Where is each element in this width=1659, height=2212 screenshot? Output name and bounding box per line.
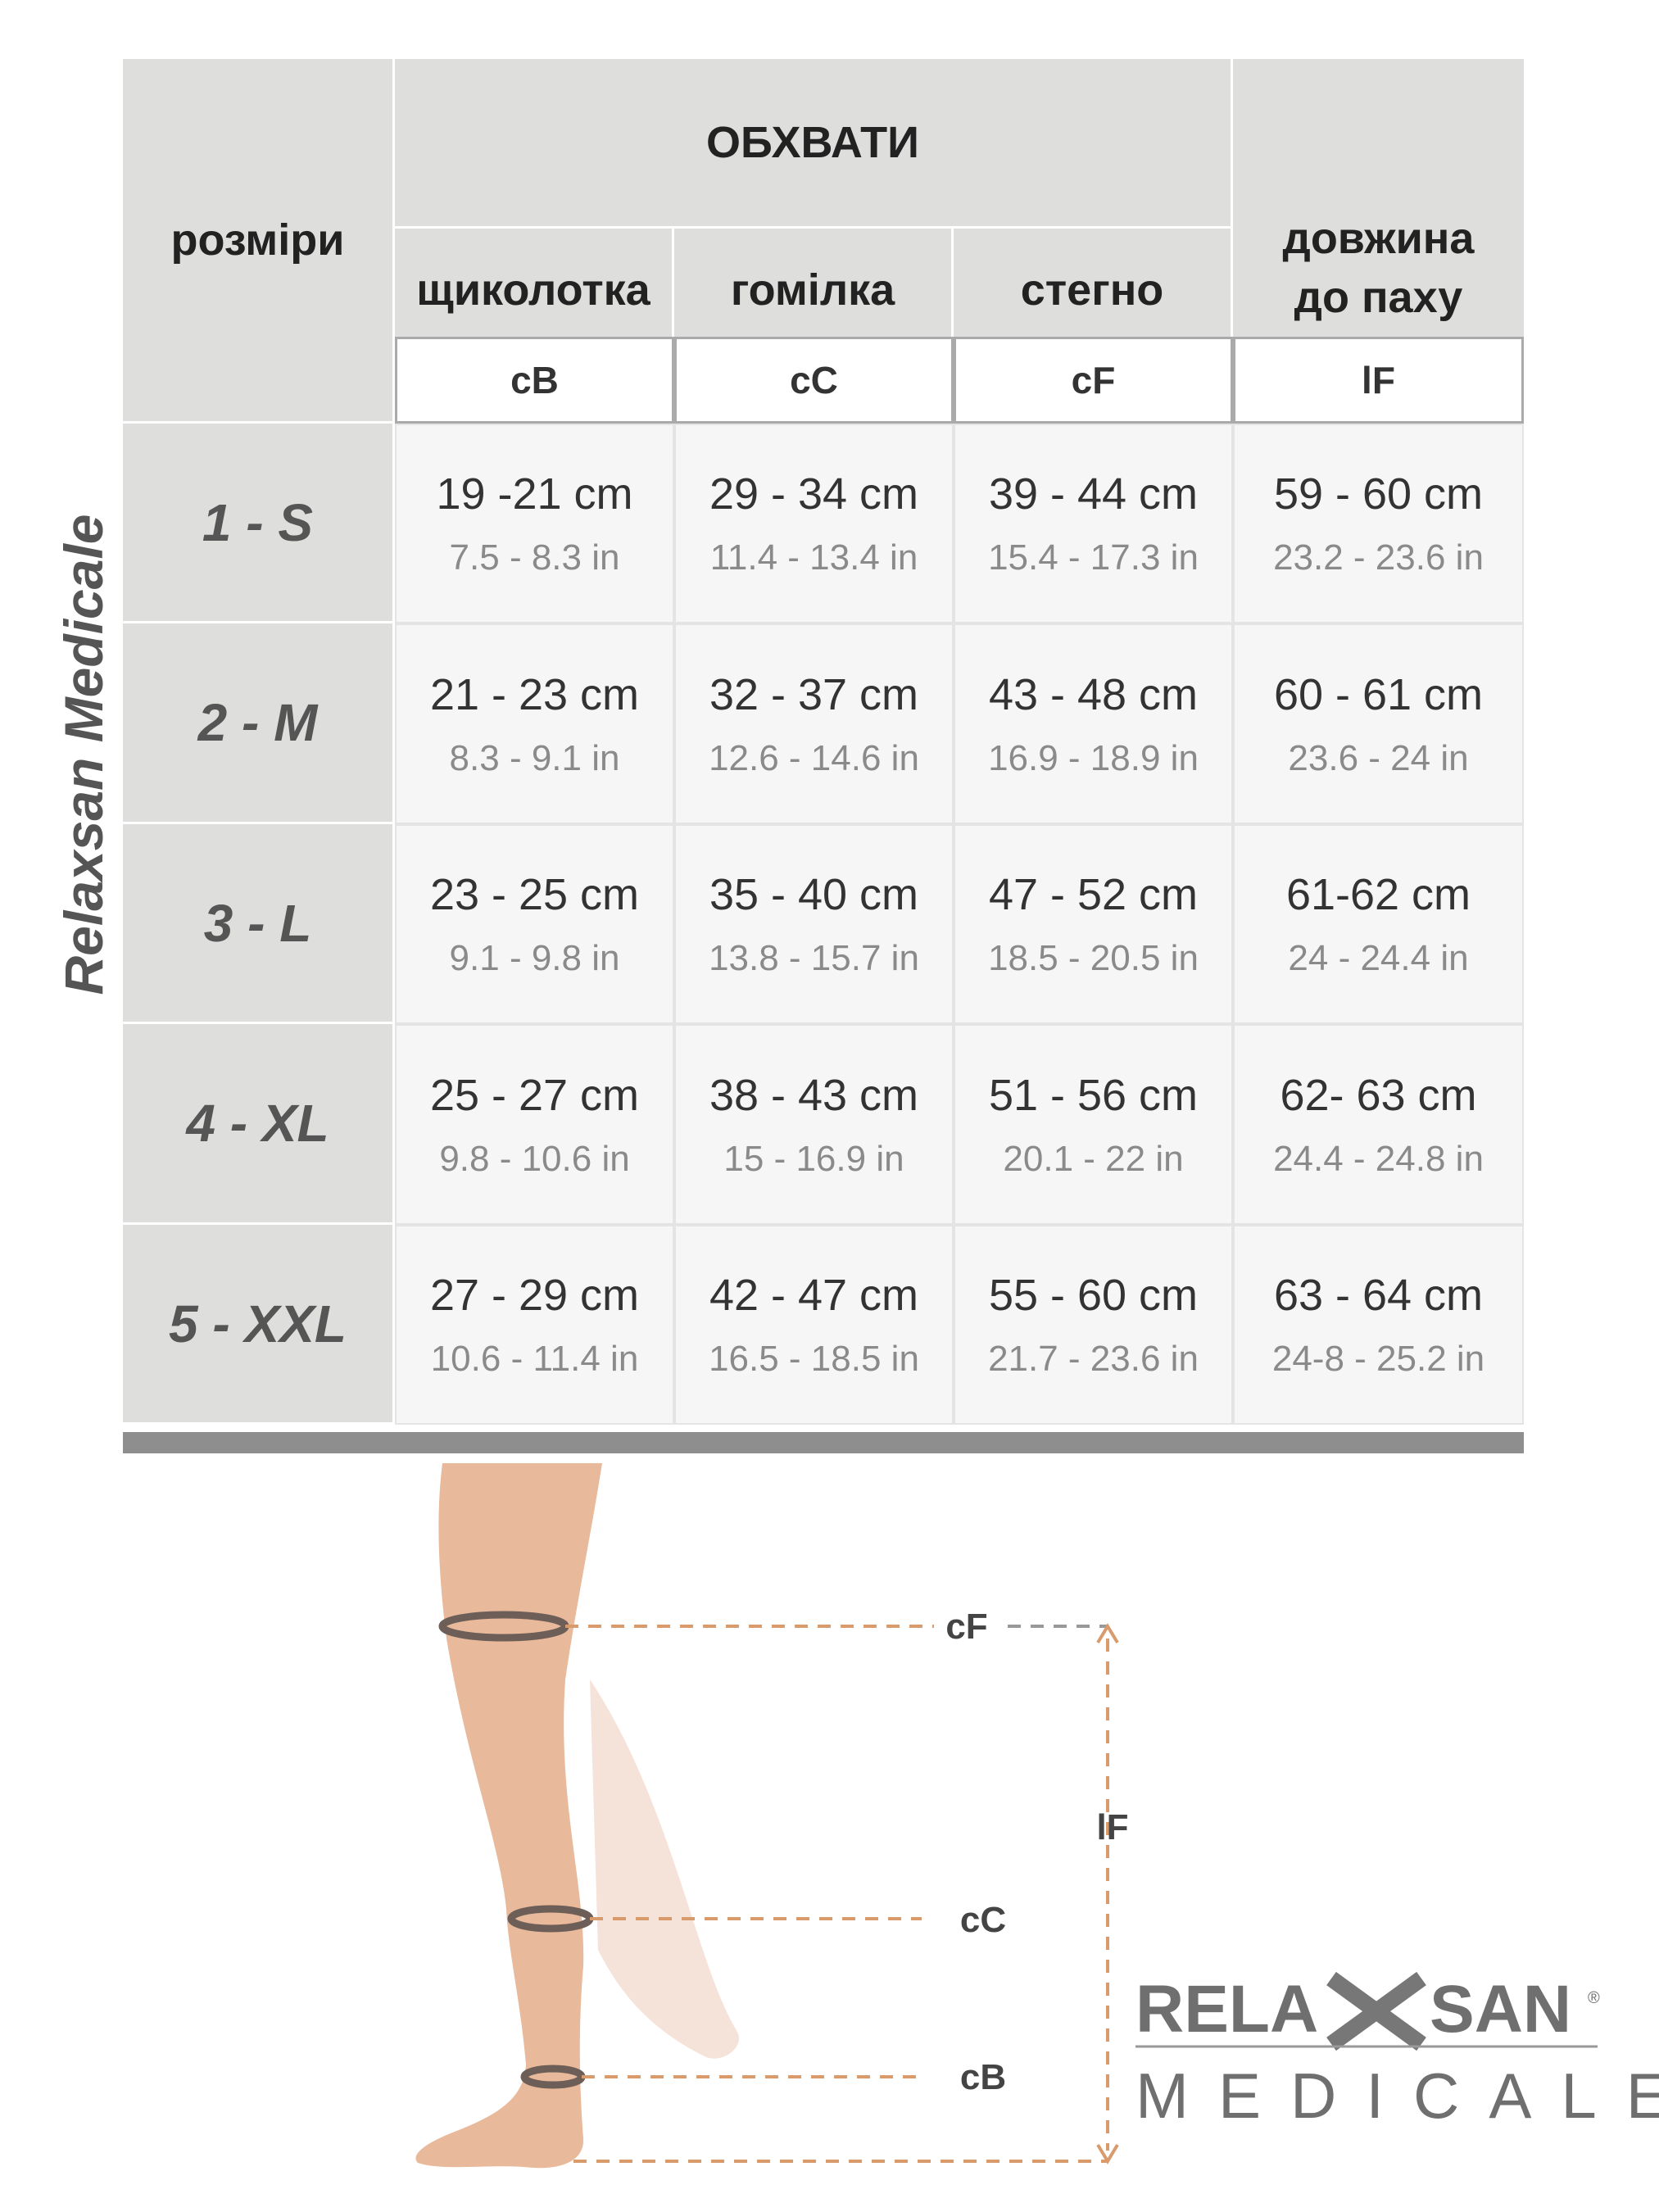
in-value: 23.2 - 23.6 in <box>1273 537 1484 578</box>
arrowheads <box>1096 1623 1119 2164</box>
column-header: стегно <box>954 229 1231 337</box>
cell: 29 - 34 cm 11.4 - 13.4 in <box>674 424 954 623</box>
cell: 62- 63 cm 24.4 - 24.8 in <box>1233 1024 1524 1225</box>
in-value: 24-8 - 25.2 in <box>1271 1339 1485 1379</box>
cell: 23 - 25 cm 9.1 - 9.8 in <box>395 824 674 1024</box>
label: cC <box>960 1900 1006 1940</box>
logo-mark: ® <box>1588 1989 1600 2007</box>
size: 4 - XL <box>123 1024 392 1222</box>
cell: 51 - 56 cm 20.1 - 22 in <box>954 1024 1233 1225</box>
back-leg <box>590 1679 739 2059</box>
in-value: 9.8 - 10.6 in <box>439 1138 630 1179</box>
length-line: довжина <box>1282 214 1475 263</box>
cm-value: 25 - 27 cm <box>429 1070 640 1120</box>
in-value: 15.4 - 17.3 in <box>988 537 1199 578</box>
length-line: до паху <box>1294 273 1463 322</box>
column-header: гомілка <box>674 229 951 337</box>
cm-value: 29 - 34 cm <box>709 469 919 519</box>
logo-sub: MEDICALE <box>1135 2060 1659 2132</box>
label: cB <box>960 2057 1006 2097</box>
size: 3 - L <box>123 824 392 1022</box>
cell: 59 - 60 cm 23.2 - 23.6 in <box>1233 424 1524 623</box>
length-header: довжина до паху <box>1233 59 1524 337</box>
size: 5 - XXL <box>123 1225 392 1422</box>
cell: 63 - 64 cm 24-8 - 25.2 in <box>1233 1225 1524 1425</box>
cm-value: 27 - 29 cm <box>429 1271 640 1320</box>
cell: 61-62 cm 24 - 24.4 in <box>1233 824 1524 1024</box>
cell: 25 - 27 cm 9.8 - 10.6 in <box>395 1024 674 1225</box>
in-value: 10.6 - 11.4 in <box>430 1339 639 1379</box>
cm-value: 55 - 60 cm <box>988 1271 1199 1320</box>
cell: 39 - 44 cm 15.4 - 17.3 in <box>954 424 1233 623</box>
cm-value: 23 - 25 cm <box>429 870 640 919</box>
in-value: 13.8 - 15.7 in <box>709 938 919 978</box>
cm-value: 38 - 43 cm <box>709 1070 919 1120</box>
leg <box>415 1463 602 2169</box>
cell: 19 -21 cm 7.5 - 8.3 in <box>395 424 674 623</box>
logo-left: RELA <box>1135 1972 1318 2047</box>
side-text: Relaxsan Medicale <box>53 514 114 995</box>
in-value: 24.4 - 24.8 in <box>1273 1138 1484 1179</box>
cm-value: 59 - 60 cm <box>1273 469 1484 519</box>
code: cF <box>954 337 1233 424</box>
in-value: 8.3 - 9.1 in <box>449 737 620 778</box>
cm-value: 42 - 47 cm <box>709 1271 919 1320</box>
cm-value: 51 - 56 cm <box>988 1070 1199 1120</box>
group-header: ОБХВАТИ <box>395 59 1231 226</box>
cell: 42 - 47 cm 16.5 - 18.5 in <box>674 1225 954 1425</box>
in-value: 23.6 - 24 in <box>1288 737 1469 778</box>
size-header: розміри <box>123 59 392 421</box>
label: lF <box>1096 1807 1128 1847</box>
in-value: 12.6 - 14.6 in <box>709 737 919 778</box>
cell: 35 - 40 cm 13.8 - 15.7 in <box>674 824 954 1024</box>
cm-value: 35 - 40 cm <box>709 870 919 919</box>
in-value: 15 - 16.9 in <box>723 1138 904 1179</box>
cell: 21 - 23 cm 8.3 - 9.1 in <box>395 623 674 824</box>
cell: 47 - 52 cm 18.5 - 20.5 in <box>954 824 1233 1024</box>
in-value: 16.5 - 18.5 in <box>709 1339 919 1379</box>
column-header: щиколотка <box>395 229 672 337</box>
cm-value: 60 - 61 cm <box>1273 669 1484 719</box>
logo-x <box>1326 1971 1426 2051</box>
cm-value: 47 - 52 cm <box>988 870 1199 919</box>
in-value: 21.7 - 23.6 in <box>988 1339 1199 1379</box>
cm-value: 63 - 64 cm <box>1273 1271 1484 1320</box>
logo-right: SAN <box>1430 1972 1571 2047</box>
in-value: 9.1 - 9.8 in <box>449 938 620 978</box>
cell: 43 - 48 cm 16.9 - 18.9 in <box>954 623 1233 824</box>
in-value: 24 - 24.4 in <box>1288 938 1469 978</box>
in-value: 18.5 - 20.5 in <box>988 938 1199 978</box>
code: cC <box>674 337 954 424</box>
cell: 27 - 29 cm 10.6 - 11.4 in <box>395 1225 674 1425</box>
cm-value: 62- 63 cm <box>1280 1070 1477 1120</box>
guides <box>565 1625 1109 2163</box>
divider <box>123 1432 1524 1453</box>
code: cB <box>395 337 674 424</box>
cm-value: 43 - 48 cm <box>988 669 1199 719</box>
cm-value: 21 - 23 cm <box>429 669 640 719</box>
code: lF <box>1233 337 1524 424</box>
cell: 60 - 61 cm 23.6 - 24 in <box>1233 623 1524 824</box>
cm-value: 19 -21 cm <box>436 469 633 519</box>
in-value: 11.4 - 13.4 in <box>709 537 918 578</box>
in-value: 16.9 - 18.9 in <box>988 737 1199 778</box>
cm-value: 39 - 44 cm <box>988 469 1199 519</box>
cell: 38 - 43 cm 15 - 16.9 in <box>674 1024 954 1225</box>
size: 1 - S <box>123 424 392 621</box>
in-value: 20.1 - 22 in <box>1003 1138 1184 1179</box>
in-value: 7.5 - 8.3 in <box>449 537 620 578</box>
size: 2 - M <box>123 623 392 822</box>
cm-value: 61-62 cm <box>1285 870 1471 919</box>
label: cF <box>945 1607 987 1647</box>
cm-value: 32 - 37 cm <box>709 669 919 719</box>
cell: 55 - 60 cm 21.7 - 23.6 in <box>954 1225 1233 1425</box>
cell: 32 - 37 cm 12.6 - 14.6 in <box>674 623 954 824</box>
